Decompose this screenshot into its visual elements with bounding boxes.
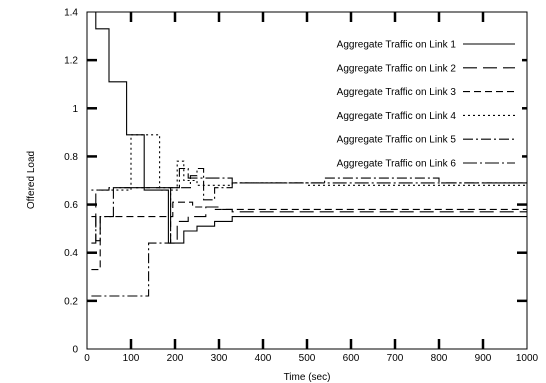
y-tick-label: 1.2 — [64, 56, 78, 67]
y-tick-label: 0.2 — [64, 296, 78, 307]
x-tick-label: 200 — [167, 353, 184, 364]
x-tick-label: 700 — [387, 353, 404, 364]
y-axis-label: Offered Load — [26, 151, 37, 209]
legend-label-link-1: Aggregate Traffic on Link 1 — [337, 40, 457, 51]
series-layer — [91, 12, 527, 297]
y-tick-label: 0.4 — [64, 248, 78, 259]
plot-area-frame — [86, 11, 528, 350]
x-tick-label: 300 — [211, 353, 228, 364]
series-line-link-5 — [91, 167, 527, 297]
legend: Aggregate Traffic on Link 1 Aggregate Tra… — [300, 32, 522, 172]
y-tick-label: 1.4 — [64, 8, 78, 19]
x-axis-label: Time (sec) — [284, 372, 331, 383]
series-line-link-4 — [91, 134, 527, 191]
x-tick-label: 0 — [84, 353, 90, 364]
x-tick-label: 1000 — [516, 353, 539, 364]
legend-label-link-4: Aggregate Traffic on Link 4 — [337, 111, 457, 122]
legend-label-link-2: Aggregate Traffic on Link 2 — [337, 63, 457, 74]
legend-background — [300, 32, 522, 172]
y-tick-label: 1 — [72, 104, 78, 115]
y-tick-label: 0.8 — [64, 152, 78, 163]
x-tick-label: 600 — [343, 353, 360, 364]
y-tick-label: 0 — [72, 345, 78, 356]
x-tick-label: 500 — [299, 353, 316, 364]
legend-label-link-6: Aggregate Traffic on Link 6 — [337, 159, 457, 170]
series-line-link-3 — [91, 201, 527, 271]
x-tick-label: 900 — [475, 353, 492, 364]
x-tick-label: 400 — [255, 353, 272, 364]
x-tick-label: 100 — [123, 353, 140, 364]
x-tick-label: 800 — [431, 353, 448, 364]
series-line-link-6 — [91, 167, 527, 242]
ticks-layer: 0 100 200 300 400 500 600 700 800 900 1000 0 0.2 0.4 0… — [64, 8, 538, 365]
y-tick-label: 0.6 — [64, 200, 78, 211]
legend-label-link-5: Aggregate Traffic on Link 5 — [337, 135, 457, 146]
series-line-link-1 — [91, 12, 527, 244]
legend-label-link-3: Aggregate Traffic on Link 3 — [337, 87, 457, 98]
